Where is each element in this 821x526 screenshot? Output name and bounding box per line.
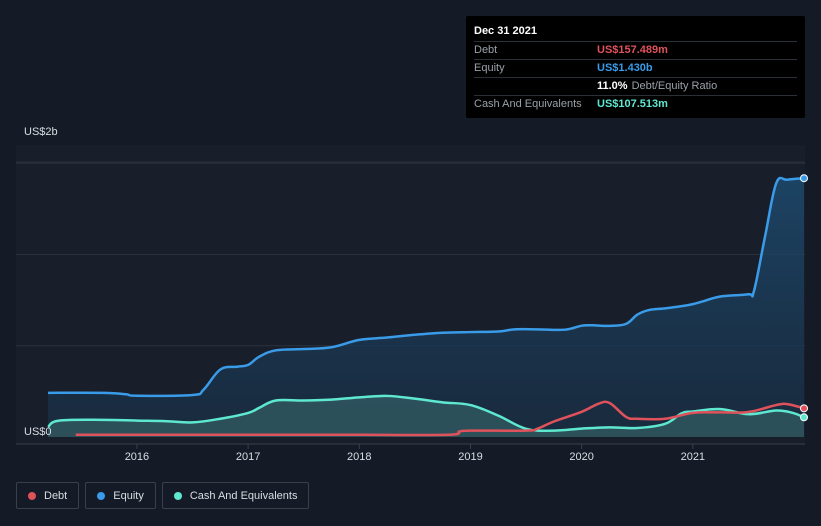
- equity-end-point[interactable]: [800, 174, 808, 183]
- equity-line: [47, 176, 805, 398]
- debt-line: [75, 400, 805, 437]
- tooltip-panel: Dec 31 2021 Debt US$157.489m Equity US$1…: [466, 16, 805, 118]
- series-lines: [47, 174, 808, 437]
- cash-and-equivalents-line: [47, 394, 805, 433]
- equity-area: [48, 177, 804, 437]
- x-tick-label: 2016: [125, 451, 149, 463]
- x-tick-label: 2021: [681, 451, 705, 463]
- legend-label: Cash And Equivalents: [189, 489, 298, 502]
- tooltip-label: Debt: [474, 44, 498, 56]
- x-tick-label: 2019: [458, 451, 482, 463]
- tooltip-value-cash: US$107.513m: [597, 98, 668, 110]
- x-tick-label: 2018: [347, 451, 371, 463]
- x-tick-label: 2017: [236, 451, 260, 463]
- legend: Debt Equity Cash And Equivalents: [16, 482, 310, 509]
- tooltip-row-debt: Debt US$157.489m: [474, 42, 797, 60]
- tooltip-ratio-label: Debt/Equity Ratio: [631, 80, 718, 92]
- legend-label: Equity: [113, 489, 144, 502]
- tooltip-value-debt: US$157.489m: [597, 44, 668, 56]
- legend-dot-icon: [173, 491, 182, 500]
- tooltip-row-equity: Equity US$1.430b: [474, 60, 797, 78]
- cash-and-equivalents-end-point[interactable]: [800, 413, 808, 422]
- tooltip-label: Cash And Equivalents: [474, 98, 582, 110]
- legend-item-cash[interactable]: Cash And Equivalents: [161, 482, 310, 509]
- legend-label: Debt: [44, 489, 68, 502]
- tooltip-value-equity: US$1.430b: [597, 62, 653, 74]
- legend-item-debt[interactable]: Debt: [16, 482, 80, 509]
- tooltip-date: Dec 31 2021: [474, 24, 797, 42]
- y-axis-bottom-label: US$0: [24, 426, 52, 438]
- series-areas: [48, 177, 804, 437]
- tooltip-label: [474, 78, 597, 95]
- x-tick-label: 2020: [569, 451, 593, 463]
- cash-and-equivalents-area: [48, 395, 804, 437]
- tooltip-row-cash: Cash And Equivalents US$107.513m: [474, 96, 797, 113]
- legend-item-equity[interactable]: Equity: [85, 482, 156, 509]
- tooltip-row-ratio: 11.0% Debt/Equity Ratio: [474, 78, 797, 96]
- debt-end-point[interactable]: [800, 404, 808, 413]
- tooltip-label: Equity: [474, 62, 505, 74]
- x-axis: 2016 2017 2018 2019 2020 2021: [16, 443, 805, 463]
- legend-dot-icon: [28, 491, 36, 500]
- tooltip-value-ratio: 11.0%: [597, 80, 628, 92]
- legend-dot-icon: [97, 491, 106, 500]
- y-axis-top-label: US$2b: [24, 126, 58, 138]
- y-axis-labels: US$2b US$0: [24, 126, 58, 438]
